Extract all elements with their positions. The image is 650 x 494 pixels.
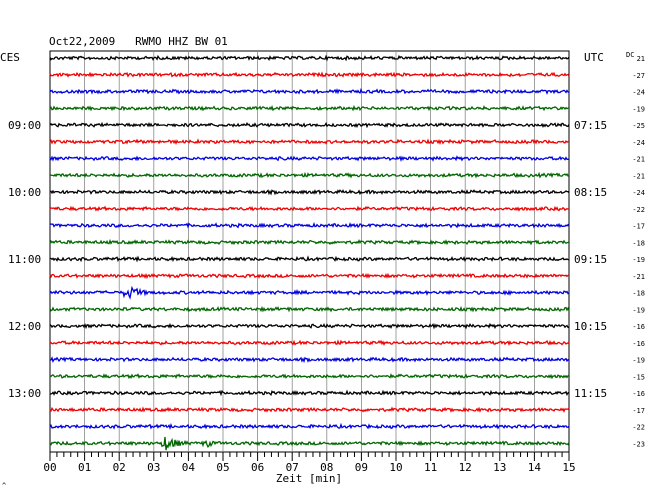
x-tick-label: 05 (216, 461, 229, 474)
x-tick-label: 10 (389, 461, 402, 474)
trace-line (49, 339, 570, 347)
x-tick-label: 07 (286, 461, 299, 474)
trace-line (49, 389, 570, 397)
trace-line (49, 422, 570, 430)
dc-value: -17 (632, 223, 645, 231)
time-label-right: 10:15 (574, 320, 607, 333)
trace-line (49, 285, 570, 300)
dc-value: -23 (632, 440, 645, 448)
trace-line (49, 436, 570, 451)
x-tick-label: 06 (251, 461, 264, 474)
dc-value: -24 (632, 139, 645, 147)
dc-value: -18 (632, 239, 645, 247)
trace-line (49, 205, 570, 212)
trace-line (49, 272, 570, 279)
dc-value: -19 (632, 306, 645, 314)
x-tick-label: 14 (528, 461, 542, 474)
trace-line (49, 406, 570, 413)
dc-value: -21 (632, 156, 645, 164)
time-label-right: 08:15 (574, 186, 607, 199)
time-label-left: 10:00 (8, 186, 41, 199)
dc-value: -19 (632, 105, 645, 113)
trace-line (49, 104, 570, 112)
dc-label: DC (626, 51, 634, 59)
time-label-right: 09:15 (574, 253, 607, 266)
corner-mark: ^ (2, 482, 6, 490)
dc-value: -16 (632, 323, 645, 331)
x-tick-label: 15 (562, 461, 575, 474)
dc-value: -22 (632, 206, 645, 214)
x-axis-label: Zeit [min] (276, 472, 342, 485)
trace-line (49, 138, 570, 146)
x-tick-label: 08 (320, 461, 333, 474)
dc-value: -19 (632, 357, 645, 365)
left-timezone-label: CES (0, 51, 20, 64)
trace-line (49, 54, 570, 62)
x-tick-label: 12 (459, 461, 472, 474)
x-tick-label: 02 (113, 461, 126, 474)
time-label-left: 11:00 (8, 253, 41, 266)
trace-line (49, 189, 570, 196)
trace-line (50, 171, 570, 179)
trace-line (49, 305, 570, 313)
dc-value: -21 (632, 172, 645, 180)
dc-value: -24 (632, 189, 645, 197)
chart-title: Oct22,2009 RWMO HHZ BW 01 (49, 35, 228, 48)
dc-value: -18 (632, 290, 645, 298)
x-tick-label: 04 (182, 461, 196, 474)
traces (49, 54, 570, 451)
plot-frame (49, 50, 570, 453)
time-label-left: 13:00 (8, 387, 41, 400)
x-tick-label: 00 (43, 461, 56, 474)
trace-line (49, 322, 570, 330)
gridlines (84, 51, 535, 452)
dc-value: 21 (637, 55, 645, 63)
dc-values: 21 -27 -24 -19 -25 -24 -21 -21 -24 -22 -17 -18 -19 -2… (632, 55, 645, 448)
x-tick-label: 01 (78, 461, 91, 474)
x-tick-label: 09 (355, 461, 368, 474)
trace-line (49, 373, 570, 380)
dc-value: -24 (632, 89, 645, 97)
time-label-left: 09:00 (8, 119, 41, 132)
x-axis: 00 01 02 03 04 05 06 07 08 09 10 11 12 13 14 15 (43, 452, 576, 474)
trace-line (49, 121, 570, 129)
x-tick-label: 03 (147, 461, 160, 474)
dc-value: -16 (632, 340, 645, 348)
trace-line (50, 356, 570, 364)
dc-value: -19 (632, 256, 645, 264)
trace-line (49, 155, 569, 162)
x-tick-label: 13 (493, 461, 506, 474)
trace-line (49, 221, 570, 229)
dc-value: -22 (632, 424, 645, 432)
dc-value: -21 (632, 273, 645, 281)
trace-line (49, 87, 570, 95)
time-label-right: 07:15 (574, 119, 607, 132)
x-tick-label: 11 (424, 461, 437, 474)
dc-value: -27 (632, 72, 645, 80)
trace-line (49, 71, 570, 78)
dc-value: -25 (632, 122, 645, 130)
right-timezone-label: UTC (584, 51, 604, 64)
dc-value: -15 (632, 373, 645, 381)
time-label-right: 11:15 (574, 387, 607, 400)
dc-value: -17 (632, 407, 645, 415)
time-labels: 09:00 07:15 10:00 08:15 11:00 09:15 12:00 10:15… (8, 119, 607, 400)
dc-value: -16 (632, 390, 645, 398)
time-label-left: 12:00 (8, 320, 41, 333)
trace-line (49, 255, 570, 263)
trace-line (49, 238, 570, 246)
